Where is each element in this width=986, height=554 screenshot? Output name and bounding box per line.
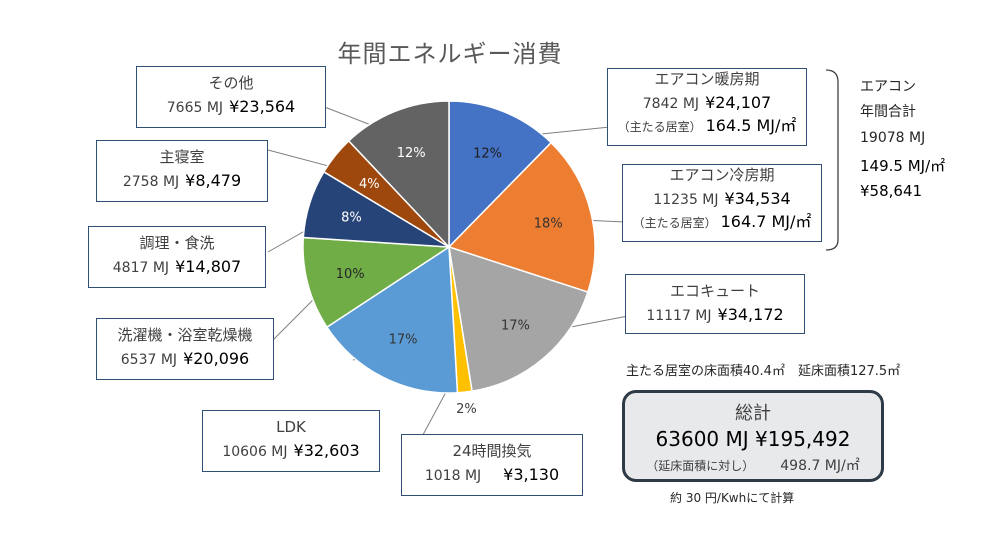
pie-percent-label: 10% [336, 267, 365, 282]
slice-4-name: LDK [276, 418, 306, 436]
slice-7-mj: 2758 MJ [122, 173, 180, 190]
pie-percent-label: 12% [397, 146, 426, 161]
callout-cooking: 調理・食洗 4817 MJ ¥14,807 [88, 226, 266, 288]
pie-percent-label: 17% [389, 332, 418, 347]
slice-5-mj: 6537 MJ [120, 351, 178, 368]
pie-percent-labels: 12% 18% 17% 2% 17% 10% 8% 4% 12% [336, 146, 563, 417]
callout-ventilation: 24時間換気 1018 MJ ¥3,130 [401, 434, 583, 496]
grand-total-value: 63600 MJ ¥195,492 [655, 427, 851, 451]
pie-slice [448, 100, 553, 249]
slice-1-per-area: 164.7 MJ/㎡ [720, 212, 812, 232]
aircon-bracket [825, 69, 839, 251]
pie-slices [302, 100, 596, 394]
slice-0-mj: 7842 MJ [642, 95, 700, 112]
callout-laundry: 洗濯機・浴室乾燥機 6537 MJ ¥20,096 [96, 318, 274, 380]
callout-cooling: エアコン冷房期 11235 MJ ¥34,534 （主たる居室） 164.7 MJ/… [622, 164, 822, 242]
slice-3-yen: ¥3,130 [503, 464, 560, 484]
slice-8-mj: 7665 MJ [166, 99, 224, 116]
slice-3-name: 24時間換気 [452, 442, 532, 460]
slice-2-yen: ¥34,172 [717, 304, 784, 324]
slice-0-per-area: 164.5 MJ/㎡ [705, 116, 797, 136]
pie-percent-label: 2% [456, 402, 477, 417]
pie-slice [325, 245, 459, 394]
pie-slice [302, 236, 452, 329]
grand-total-label: 総計 [735, 403, 771, 424]
pie-percent-label: 8% [341, 211, 362, 226]
rate-note: 約 30 円/Kwhにて計算 [670, 491, 795, 505]
pie-percent-label: 18% [534, 217, 563, 232]
slice-8-name: その他 [208, 74, 254, 92]
aircon-total-line1: エアコン [860, 79, 916, 95]
slice-4-mj: 10606 MJ [222, 443, 288, 460]
floor-area-note: 主たる居室の床面積40.4㎡ 延床面積127.5㎡ [626, 364, 901, 379]
slice-6-mj: 4817 MJ [112, 259, 170, 276]
slice-1-name: エアコン冷房期 [669, 166, 775, 184]
slice-1-yen: ¥34,534 [724, 188, 791, 208]
pie-slice [448, 245, 589, 393]
aircon-total-per-area: 149.5 MJ/㎡ [860, 157, 946, 175]
slice-0-yen: ¥24,107 [705, 92, 772, 112]
slice-7-yen: ¥8,479 [185, 170, 242, 190]
slice-7-name: 主寝室 [159, 148, 205, 166]
pie-percent-label: 12% [473, 146, 502, 161]
slice-1-sub: （主たる居室） [632, 216, 717, 231]
callout-ecocute: エコキュート 11117 MJ ¥34,172 [625, 274, 805, 334]
grand-total-per-area: 498.7 MJ/㎡ [780, 458, 860, 474]
aircon-total-yen: ¥58,641 [860, 182, 923, 200]
slice-5-yen: ¥20,096 [183, 348, 250, 368]
callout-bedroom: 主寝室 2758 MJ ¥8,479 [96, 140, 268, 202]
slice-6-name: 調理・食洗 [139, 234, 215, 252]
pie-percent-label: 17% [501, 319, 530, 334]
slice-0-name: エアコン暖房期 [654, 70, 760, 88]
pie-percent-label: 4% [359, 177, 380, 192]
slice-2-name: エコキュート [669, 282, 760, 300]
slice-8-yen: ¥23,564 [229, 96, 296, 116]
aircon-total-line2: 年間合計 [860, 104, 916, 120]
slice-6-yen: ¥14,807 [175, 256, 242, 276]
slice-1-mj: 11235 MJ [653, 191, 719, 208]
pie-slice [447, 141, 596, 294]
callout-ldk: LDK 10606 MJ ¥32,603 [202, 410, 380, 472]
slice-3-mj: 1018 MJ [424, 467, 482, 484]
slice-4-yen: ¥32,603 [293, 440, 360, 460]
callout-other: その他 7665 MJ ¥23,564 [136, 66, 326, 128]
callout-heating: エアコン暖房期 7842 MJ ¥24,107 （主たる居室） 164.5 MJ/㎡ [607, 68, 807, 146]
pie-slice [347, 100, 450, 249]
grand-total-sub: （延床面積に対し） [646, 459, 755, 473]
grand-total-box: 総計 63600 MJ ¥195,492 （延床面積に対し） 498.7 MJ/㎡ [622, 390, 884, 482]
slice-0-sub: （主たる居室） [617, 120, 702, 135]
slice-5-name: 洗濯機・浴室乾燥機 [117, 326, 253, 344]
chart-title: 年間エネルギー消費 [337, 40, 563, 68]
aircon-total-mj: 19078 MJ [860, 130, 926, 146]
slice-2-mj: 11117 MJ [646, 307, 712, 324]
